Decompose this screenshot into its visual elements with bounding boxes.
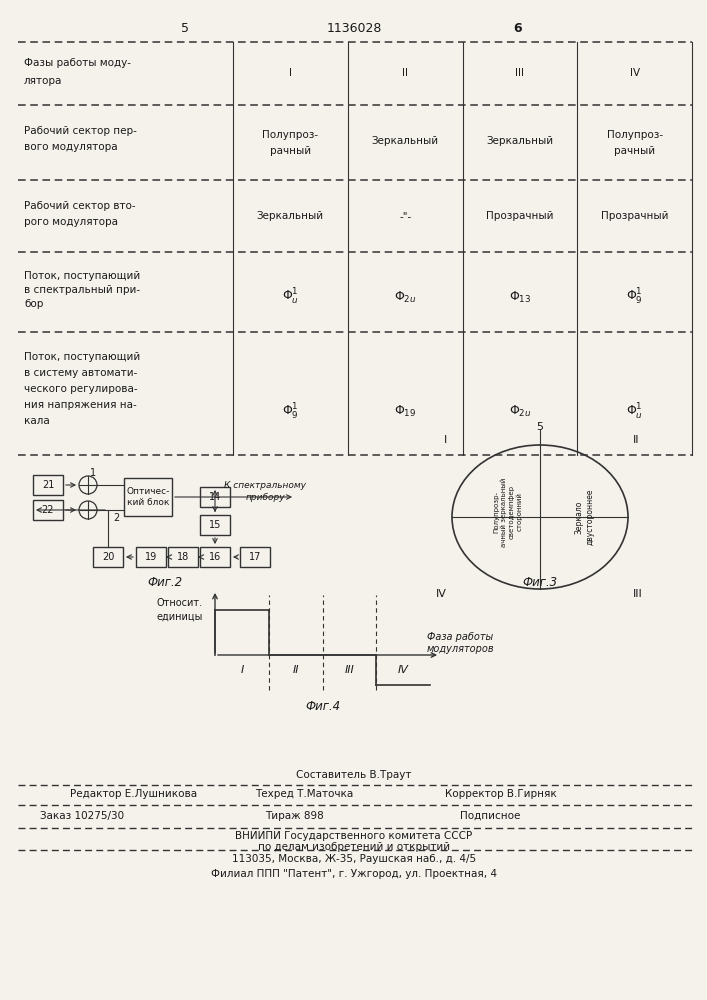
Text: 17: 17 — [249, 552, 261, 562]
Text: рачный: рачный — [614, 145, 655, 155]
Text: 22: 22 — [42, 505, 54, 515]
Text: в спектральный при-: в спектральный при- — [24, 285, 140, 295]
Bar — [93, 547, 123, 567]
Text: I: I — [289, 68, 292, 79]
Text: 20: 20 — [102, 552, 115, 562]
Text: Поток, поступающий: Поток, поступающий — [24, 353, 140, 362]
Text: III: III — [344, 665, 354, 675]
Text: Фиг.2: Фиг.2 — [148, 576, 182, 588]
Text: единицы: единицы — [157, 612, 203, 622]
Text: IV: IV — [629, 68, 640, 79]
Bar — [240, 547, 270, 567]
Text: 2: 2 — [113, 513, 119, 523]
Text: Зеркальный: Зеркальный — [372, 135, 438, 145]
Text: кала: кала — [24, 416, 49, 426]
Text: Прозрачный: Прозрачный — [601, 211, 668, 221]
Text: 6: 6 — [514, 22, 522, 35]
Bar — [200, 547, 230, 567]
Text: Зеркальный: Зеркальный — [486, 135, 554, 145]
Text: II: II — [293, 665, 299, 675]
Text: Зеркало
двустороннее: Зеркало двустороннее — [575, 489, 595, 545]
Text: Фаза работы: Фаза работы — [427, 632, 493, 642]
Text: IV: IV — [397, 665, 409, 675]
Bar — [33, 475, 63, 495]
Text: 5: 5 — [181, 22, 189, 35]
Text: Зеркальный: Зеркальный — [257, 211, 324, 221]
Text: Фиг.4: Фиг.4 — [305, 700, 340, 714]
Text: Заказ 10275/30: Заказ 10275/30 — [40, 811, 124, 821]
Text: Поток, поступающий: Поток, поступающий — [24, 271, 140, 281]
Text: Корректор В.Гирняк: Корректор В.Гирняк — [445, 789, 556, 799]
Text: $\Phi_{2u}$: $\Phi_{2u}$ — [508, 404, 531, 419]
Text: $\Phi_{13}$: $\Phi_{13}$ — [508, 289, 531, 305]
Text: II: II — [402, 68, 408, 79]
Text: Рабочий сектор вто-: Рабочий сектор вто- — [24, 201, 136, 211]
Text: Фазы работы моду-: Фазы работы моду- — [24, 58, 131, 68]
Text: рачный: рачный — [270, 145, 311, 155]
Text: Относит.: Относит. — [157, 598, 203, 608]
Text: $\Phi_{19}$: $\Phi_{19}$ — [394, 404, 416, 419]
Text: Составитель В.Траут: Составитель В.Траут — [296, 770, 411, 780]
Text: Тираж 898: Тираж 898 — [265, 811, 324, 821]
Text: ческого регулирова-: ческого регулирова- — [24, 384, 138, 394]
Bar — [200, 487, 230, 507]
Text: Филиал ППП "Патент", г. Ужгород, ул. Проектная, 4: Филиал ППП "Патент", г. Ужгород, ул. Про… — [211, 869, 497, 879]
Text: Редактор Е.Лушникова: Редактор Е.Лушникова — [70, 789, 197, 799]
Text: I: I — [240, 665, 243, 675]
Text: Рабочий сектор пер-: Рабочий сектор пер- — [24, 125, 137, 135]
Text: II: II — [633, 435, 640, 445]
Text: Фиг.3: Фиг.3 — [522, 576, 558, 588]
Text: 1: 1 — [90, 468, 96, 478]
Text: $\Phi^1_u$: $\Phi^1_u$ — [626, 401, 643, 422]
Text: IV: IV — [436, 589, 447, 599]
Text: III: III — [515, 68, 525, 79]
Bar — [200, 515, 230, 535]
Text: бор: бор — [24, 299, 43, 309]
Text: 21: 21 — [42, 480, 54, 490]
Text: Техред Т.Маточка: Техред Т.Маточка — [255, 789, 354, 799]
Text: лятора: лятора — [24, 77, 62, 87]
Text: рого модулятора: рого модулятора — [24, 217, 118, 227]
Text: $\Phi^1_u$: $\Phi^1_u$ — [282, 287, 299, 307]
Text: 14: 14 — [209, 492, 221, 502]
Text: $\Phi_{2u}$: $\Phi_{2u}$ — [394, 289, 416, 305]
Text: $\Phi^1_9$: $\Phi^1_9$ — [282, 401, 299, 422]
Text: Подписное: Подписное — [460, 811, 520, 821]
Text: III: III — [633, 589, 643, 599]
Text: ВНИИПИ Государственного комитета СССР: ВНИИПИ Государственного комитета СССР — [235, 831, 472, 841]
Text: 1136028: 1136028 — [327, 22, 382, 35]
Text: $\Phi^1_9$: $\Phi^1_9$ — [626, 287, 643, 307]
Text: I: I — [444, 435, 447, 445]
Text: прибору: прибору — [245, 493, 285, 502]
Text: вого модулятора: вого модулятора — [24, 141, 117, 151]
Text: Прозрачный: Прозрачный — [486, 211, 554, 221]
Text: Оптичес-
кий блок: Оптичес- кий блок — [127, 487, 170, 507]
Text: ния напряжения на-: ния напряжения на- — [24, 400, 136, 410]
Text: по делам изобретений и открытий: по делам изобретений и открытий — [258, 842, 450, 852]
Text: 16: 16 — [209, 552, 221, 562]
Bar — [168, 547, 198, 567]
Text: 19: 19 — [145, 552, 157, 562]
Text: в систему автомати-: в систему автомати- — [24, 368, 137, 378]
Text: 5: 5 — [537, 422, 544, 432]
Text: 18: 18 — [177, 552, 189, 562]
Text: К спектральному: К спектральному — [224, 482, 306, 490]
Text: -"-: -"- — [399, 211, 411, 221]
Text: Полупроз-: Полупроз- — [607, 129, 662, 139]
Bar — [136, 547, 166, 567]
Text: 113035, Москва, Ж-35, Раушская наб., д. 4/5: 113035, Москва, Ж-35, Раушская наб., д. … — [232, 854, 476, 864]
Text: Полупроз-: Полупроз- — [262, 129, 318, 139]
Bar — [33, 500, 63, 520]
Text: Полупрозр-
ачный зеркальный
светодемпфер
сторонний: Полупрозр- ачный зеркальный светодемпфер… — [493, 477, 523, 547]
Bar — [124, 478, 172, 516]
Text: модуляторов: модуляторов — [426, 644, 493, 654]
Text: 15: 15 — [209, 520, 221, 530]
